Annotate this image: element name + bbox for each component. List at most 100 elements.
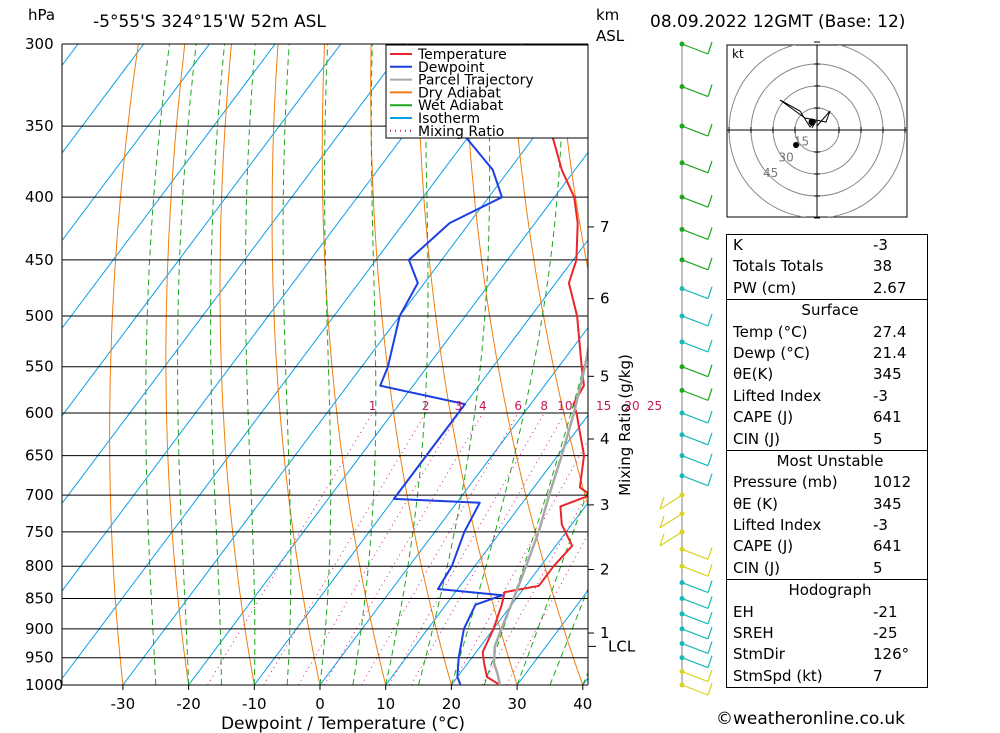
x-tick-label: -30 <box>111 695 136 713</box>
main-indices: K -3 Totals Totals 38 PW (cm) 2.67 <box>727 235 927 299</box>
parcel-trajectory-line <box>492 342 588 685</box>
legend-frame <box>385 44 589 139</box>
mixing-ratio-tick-label: 25 <box>647 399 662 413</box>
wind-barb-flag <box>707 364 713 377</box>
wind-barb-flag <box>707 41 713 55</box>
index-value: 126° <box>873 645 910 664</box>
mixing-ratio-tick-label: 8 <box>540 399 548 413</box>
index-row: CIN (J) 5 <box>727 558 927 579</box>
wind-barb-flag <box>707 611 713 625</box>
x-tick-label: 0 <box>315 695 325 713</box>
index-value: 38 <box>873 257 893 276</box>
legend-label: Mixing Ratio <box>418 124 504 140</box>
index-row: PW (cm) 2.67 <box>727 278 927 299</box>
section-title: Surface <box>801 301 859 320</box>
wind-barb-shaft <box>681 565 709 577</box>
index-row: Lifted Index -3 <box>727 386 927 407</box>
index-label: CAPE (J) <box>733 408 794 427</box>
dry-adiabat-line <box>109 44 139 685</box>
dry-adiabat-line <box>976 44 1000 685</box>
wind-barb-flag <box>707 547 713 560</box>
wind-barb-flag <box>707 655 713 668</box>
isotherm-line <box>385 414 588 685</box>
isotherm-line <box>62 44 342 417</box>
wind-barb-flag <box>707 257 713 271</box>
wet-adiabat-line <box>549 587 588 685</box>
index-label: K <box>733 236 743 254</box>
wind-barb-shaft <box>681 548 709 560</box>
mixing-ratio-tick-label: 15 <box>596 399 611 413</box>
most-unstable-section: Most Unstable Pressure (mb) 1012 θE (K) 34… <box>727 449 927 579</box>
x-tick-label: -20 <box>176 695 201 713</box>
index-label: θE(K) <box>733 365 774 384</box>
dry-adiabat-line <box>556 44 588 273</box>
wind-barb-flag <box>707 641 713 654</box>
wind-barb-flag <box>707 564 713 577</box>
copyright-text: ©weatheronline.co.uk <box>716 709 906 729</box>
pressure-tick-label: 300 <box>25 35 54 53</box>
index-row: EH -21 <box>727 602 927 623</box>
wind-barb-shaft <box>681 86 709 98</box>
km-tick-label: 1 <box>600 624 610 642</box>
index-value: 27.4 <box>873 322 907 341</box>
index-row: SREH -25 <box>727 623 927 644</box>
storm-motion-marker <box>808 118 816 126</box>
wind-barb-shaft <box>681 259 709 271</box>
wind-barb-flag <box>707 286 713 299</box>
km-tick-label: 3 <box>600 496 610 514</box>
mixing-ratio-line <box>451 439 588 685</box>
index-value: 345 <box>873 494 902 513</box>
legend-label: Dry Adiabat <box>418 85 501 101</box>
wind-barb-flag <box>707 123 713 137</box>
wet-adiabat-line <box>210 44 226 685</box>
wind-barb-shaft <box>659 531 683 547</box>
datetime-title: 08.09.2022 12GMT (Base: 12) <box>650 12 906 32</box>
wet-adiabat-line <box>177 44 197 685</box>
index-row: K -3 <box>727 235 927 256</box>
mixing-ratio-line <box>388 412 545 685</box>
wind-barb-flag <box>707 432 713 445</box>
pressure-tick-label: 750 <box>25 523 54 541</box>
index-label: CIN (J) <box>733 558 781 577</box>
index-label: Lifted Index <box>733 516 822 535</box>
wind-barb-shaft <box>681 628 709 640</box>
index-row: Pressure (mb) 1012 <box>727 472 927 493</box>
dry-adiabat-line <box>271 44 321 685</box>
wind-barb-flag <box>707 227 713 240</box>
wind-barb-shaft <box>681 341 709 353</box>
hpa-label: hPa <box>28 6 56 24</box>
isotherm-line <box>122 64 588 685</box>
dry-adiabat-line <box>321 44 387 685</box>
section-title: Hodograph <box>788 581 872 600</box>
wind-barb-shaft <box>681 670 709 683</box>
pressure-tick-label: 600 <box>25 404 54 422</box>
mixing-ratio-tick-label: 1 <box>369 399 377 413</box>
index-row: Temp (°C) 27.4 <box>727 322 927 343</box>
index-row: Totals Totals 38 <box>727 256 927 277</box>
index-value: -3 <box>873 516 888 535</box>
isotherm-line <box>62 44 145 154</box>
km-tick-label: 4 <box>600 430 610 448</box>
km-tick-label: 6 <box>600 290 610 308</box>
index-row: CAPE (J) 641 <box>727 536 927 557</box>
wind-barb-shaft <box>681 412 709 424</box>
legend-label: Wet Adiabat <box>418 98 504 114</box>
isotherm-line <box>62 44 539 680</box>
index-label: Dewp (°C) <box>733 343 811 362</box>
wind-barb-shaft <box>681 366 709 378</box>
wind-barb-flag <box>707 160 713 173</box>
wind-barb-flag <box>707 682 713 696</box>
wind-barb-flag <box>659 533 665 547</box>
index-label: CAPE (J) <box>733 537 794 556</box>
indices-table: K -3 Totals Totals 38 PW (cm) 2.67 Surface … <box>726 234 928 689</box>
wind-barb-flag <box>707 669 713 682</box>
mixing-ratio-tick-label: 2 <box>422 399 430 413</box>
dry-adiabat-line <box>930 44 1000 685</box>
wind-barb-flag <box>659 515 665 528</box>
mixing-ratio-tick-label: 10 <box>557 399 572 413</box>
wind-barb-shaft <box>681 162 709 174</box>
x-tick-label: 10 <box>376 695 395 713</box>
legend-label: Isotherm <box>418 111 480 127</box>
mixing-ratio-tick-label: 4 <box>479 399 487 413</box>
isotherm-line <box>253 239 588 685</box>
